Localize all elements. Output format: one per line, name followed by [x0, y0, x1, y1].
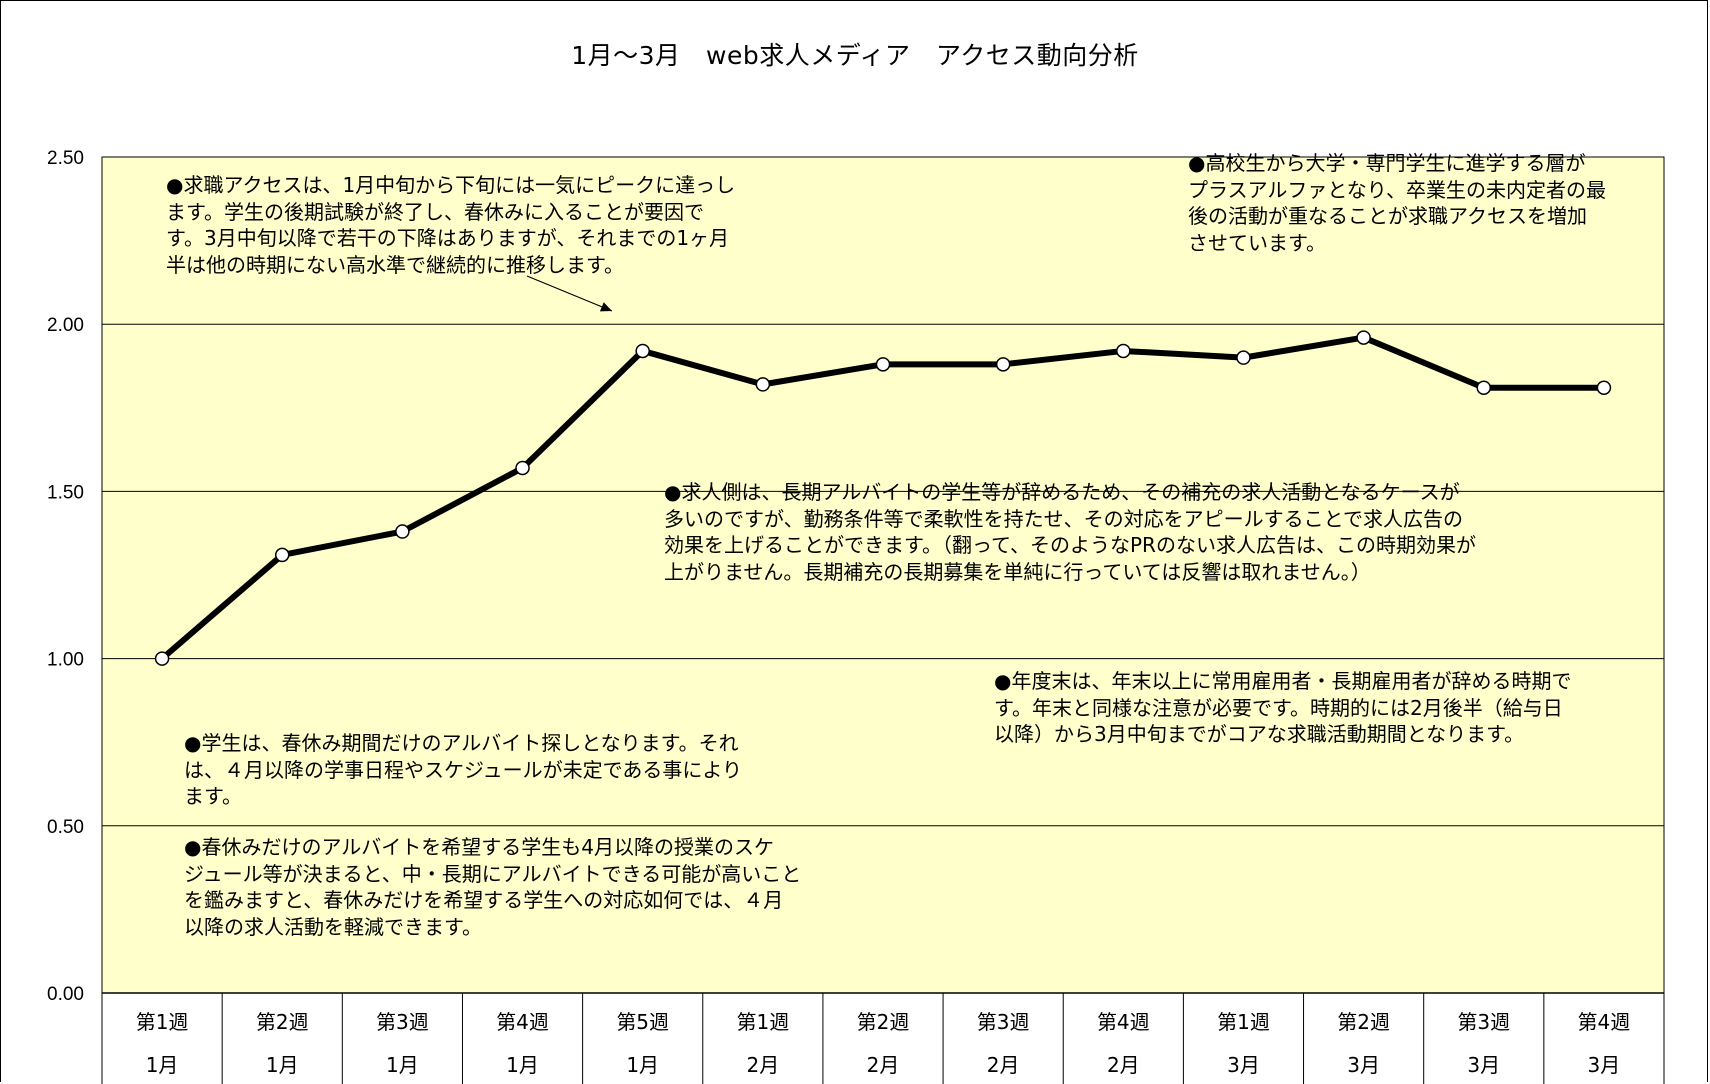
data-point: [274, 547, 290, 563]
gridlines: [102, 156, 1664, 827]
x-tick-month-label: 3月: [1347, 1053, 1380, 1077]
x-tick-week-label: 第3週: [977, 1010, 1030, 1034]
x-tick-month-label: 3月: [1588, 1053, 1621, 1077]
x-tick-week-label: 第5週: [616, 1010, 669, 1034]
x-tick-month-label: 2月: [1107, 1053, 1140, 1077]
x-tick-week-label: 第3週: [1457, 1010, 1510, 1034]
x-tick-month-label: 3月: [1467, 1053, 1500, 1077]
annotation-employer: ●求人側は、長期アルバイトの学生等が辞めるため、その補充の求人活動となるケースが…: [664, 480, 1476, 584]
x-tick-month-label: 3月: [1227, 1053, 1260, 1077]
x-tick-month-label: 2月: [867, 1053, 900, 1077]
data-point: [635, 343, 650, 359]
annotation-student: ●学生は、春休み期間だけのアルバイト探しとなります。それ は、４月以降の学事日程…: [184, 731, 742, 808]
x-tick-week-label: 第4週: [1578, 1010, 1631, 1034]
x-tick-week-label: 第1週: [1217, 1010, 1270, 1034]
x-tick-week-label: 第2週: [857, 1010, 910, 1034]
data-point: [995, 357, 1011, 372]
annotation-arrow-head: [599, 302, 612, 312]
data-points: [154, 330, 1612, 666]
x-tick-week-label: 第4週: [496, 1010, 549, 1034]
x-tick-month-label: 2月: [987, 1053, 1020, 1077]
data-point: [1476, 380, 1492, 395]
data-point: [1356, 330, 1371, 345]
data-point: [1116, 343, 1131, 359]
data-point: [875, 357, 891, 372]
y-tick-label: 2.00: [47, 315, 84, 336]
y-tick-label: 0.00: [47, 984, 84, 1005]
x-tick-month-label: 1月: [626, 1053, 659, 1077]
annotation-arrow: [526, 275, 613, 312]
x-tick-month-label: 1月: [386, 1053, 419, 1077]
y-tick-label: 1.50: [47, 482, 84, 503]
y-tick-label: 1.00: [47, 650, 84, 671]
x-tick-week-label: 第2週: [1337, 1010, 1390, 1034]
x-tick-month-label: 1月: [266, 1053, 299, 1077]
x-tick-week-label: 第3週: [376, 1010, 429, 1034]
data-point: [154, 651, 170, 666]
plot-area: [101, 156, 1665, 994]
x-tick-month-label: 1月: [146, 1053, 179, 1077]
data-point: [1596, 380, 1612, 395]
x-axis: 第1週 1月 第2週 1月 第3週 1月 第4週 1月 第5週 1月 第1週 2月 第2週 2月 第3週 2月…: [101, 992, 1665, 1084]
x-tick-week-label: 第4週: [1097, 1010, 1150, 1034]
data-point: [755, 377, 771, 392]
x-tick-month-label: 1月: [506, 1053, 539, 1077]
annotation-highschool: ●高校生から大学・専門学生に進学する層が プラスアルファとなり、卒業生の未内定者…: [1188, 151, 1606, 255]
annotation-spring-only: ●春休みだけのアルバイトを希望する学生も4月以降の授業のスケ ジュール等が決まる…: [184, 835, 802, 939]
y-axis: 0.00 0.50 1.00 1.50 2.00 2.50: [47, 148, 84, 1005]
x-tick-month-label: 2月: [746, 1053, 779, 1077]
data-point: [1236, 350, 1251, 365]
data-point: [515, 460, 530, 476]
x-tick-week-label: 第2週: [256, 1010, 309, 1034]
annotation-peak: ●求職アクセスは、1月中旬から下旬には一気にピークに達っし ます。学生の後期試験…: [166, 173, 736, 277]
x-tick-week-label: 第1週: [736, 1010, 789, 1034]
data-point: [395, 524, 410, 539]
y-tick-label: 0.50: [47, 817, 84, 838]
chart-title: 1月～3月 web求人メディア アクセス動向分析: [571, 41, 1139, 70]
x-tick-week-label: 第1週: [136, 1010, 189, 1034]
annotation-yearend: ●年度末は、年末以上に常用雇用者・長期雇用者が辞める時期で す。年末と同様な注意…: [994, 669, 1572, 746]
y-tick-label: 2.50: [47, 148, 84, 169]
